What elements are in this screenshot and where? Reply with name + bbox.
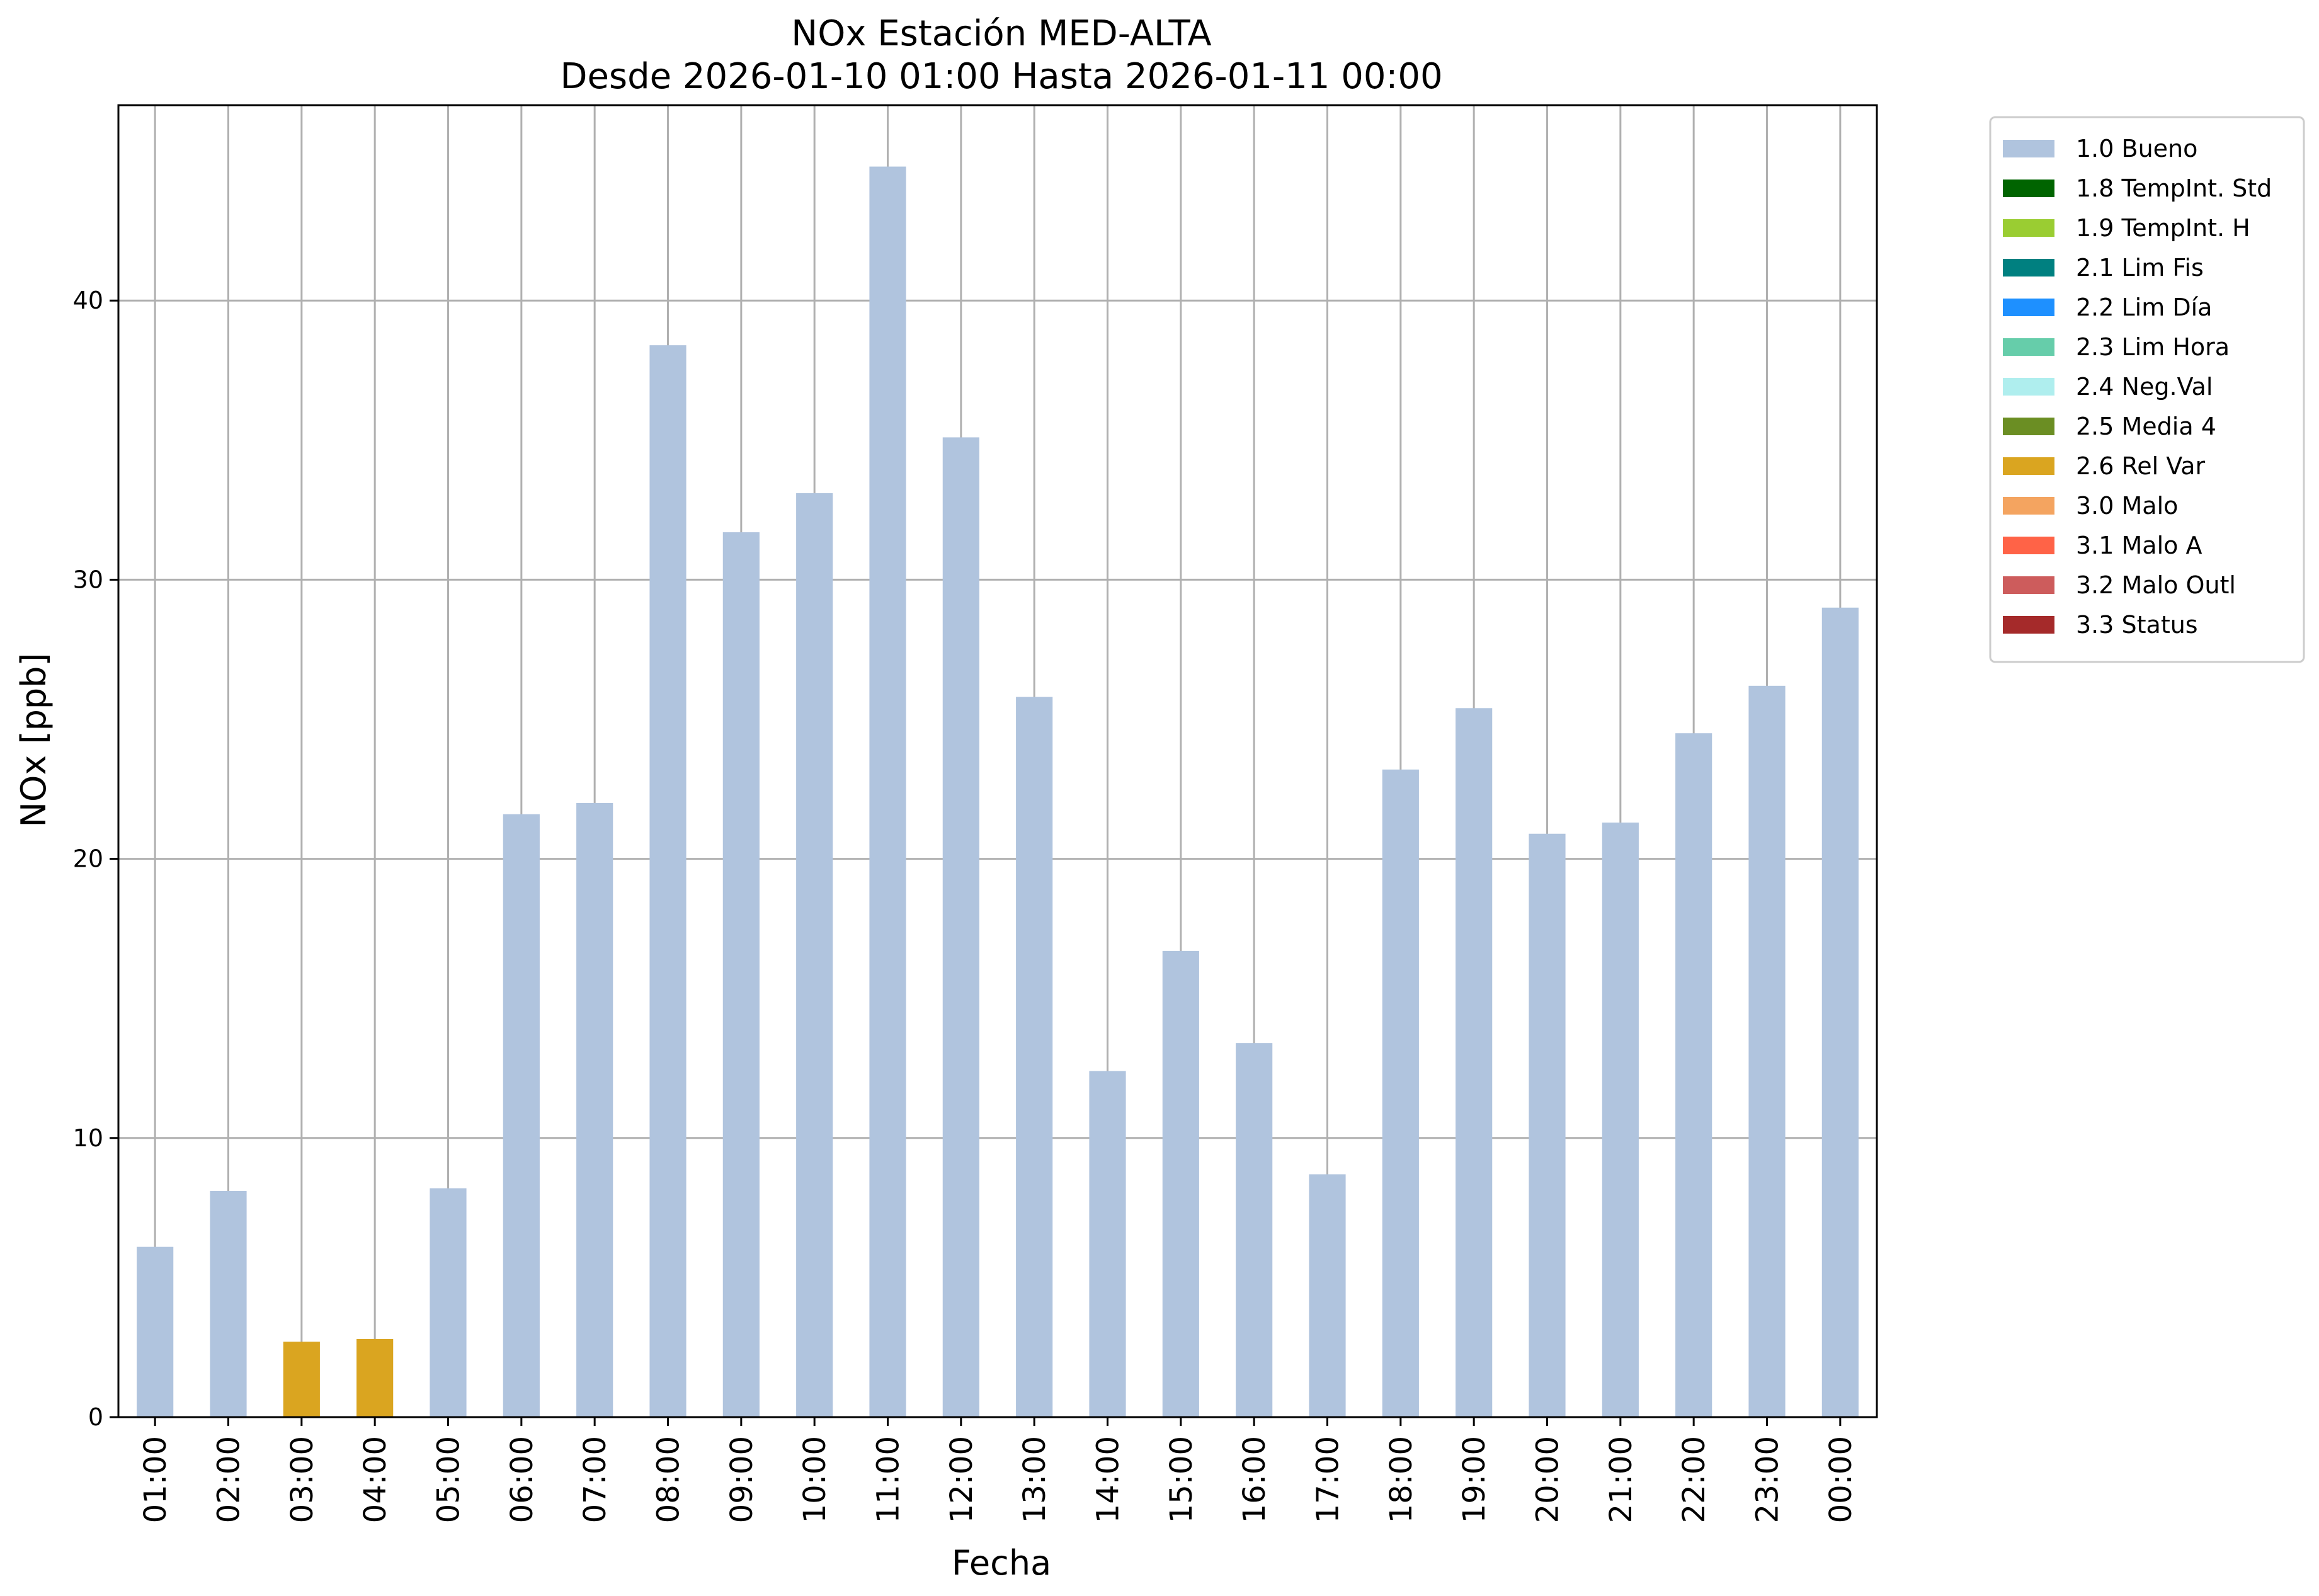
bar-7 (649, 345, 687, 1417)
x-tick-label-14: 15:00 (1164, 1436, 1199, 1523)
legend-swatch-0 (2003, 140, 2054, 157)
bar-11 (942, 437, 979, 1417)
x-tick-label-20: 21:00 (1604, 1436, 1639, 1523)
legend-swatch-5 (2003, 338, 2054, 356)
x-tick-label-2: 03:00 (285, 1436, 320, 1523)
legend-swatch-8 (2003, 457, 2054, 475)
x-tick-label-4: 05:00 (431, 1436, 467, 1523)
bar-20 (1602, 823, 1639, 1417)
bar-0 (137, 1246, 174, 1417)
x-tick-label-8: 09:00 (724, 1436, 760, 1523)
chart-subtitle: Desde 2026-01-10 01:00 Hasta 2026-01-11 … (560, 56, 1442, 97)
legend-label-0: 1.0 Bueno (2076, 135, 2197, 162)
x-ticks: 01:00 02:00 03:00 04:00 05:00 06:00 07:00 08:00… (138, 1417, 1859, 1523)
legend: 1.0 Bueno 1.8 TempInt. Std 1.9 TempInt. H 2… (1989, 116, 2305, 663)
bar-17 (1382, 769, 1419, 1417)
legend-label-4: 2.2 Lim Día (2076, 294, 2212, 321)
legend-swatch-11 (2003, 576, 2054, 594)
x-tick-label-1: 02:00 (212, 1436, 247, 1523)
x-tick-label-11: 12:00 (944, 1436, 979, 1523)
bar-1 (210, 1191, 247, 1417)
x-tick-label-3: 04:00 (358, 1436, 393, 1523)
y-tick-label-1: 10 (73, 1124, 103, 1152)
bar-21 (1675, 733, 1712, 1417)
x-tick-label-19: 20:00 (1530, 1436, 1566, 1523)
bar-18 (1456, 708, 1493, 1417)
bar-13 (1089, 1071, 1126, 1417)
x-tick-label-10: 11:00 (871, 1436, 906, 1523)
legend-label-10: 3.1 Malo A (2076, 532, 2202, 559)
chart-title: NOx Estación MED-ALTA (791, 13, 1211, 54)
legend-label-11: 3.2 Malo Outl (2076, 571, 2236, 599)
x-tick-label-5: 06:00 (504, 1436, 540, 1523)
bar-23 (1821, 607, 1859, 1418)
x-tick-label-13: 14:00 (1091, 1436, 1126, 1523)
x-axis-label: Fecha (952, 1543, 1051, 1583)
legend-swatch-9 (2003, 497, 2054, 515)
x-tick-label-21: 22:00 (1677, 1436, 1712, 1523)
bar-22 (1748, 685, 1786, 1417)
x-tick-label-16: 17:00 (1311, 1436, 1346, 1523)
x-tick-label-7: 08:00 (651, 1436, 687, 1523)
bar-5 (503, 814, 540, 1417)
bar-12 (1016, 697, 1053, 1417)
legend-label-12: 3.3 Status (2076, 611, 2198, 639)
bar-14 (1162, 950, 1199, 1417)
legend-frame (1989, 116, 2305, 663)
x-tick-label-12: 13:00 (1017, 1436, 1052, 1523)
bar-15 (1236, 1043, 1273, 1417)
x-tick-label-0: 01:00 (138, 1436, 173, 1523)
bar-16 (1309, 1174, 1346, 1417)
bar-9 (796, 493, 833, 1418)
legend-swatch-4 (2003, 299, 2054, 316)
legend-swatch-3 (2003, 259, 2054, 276)
legend-swatch-6 (2003, 378, 2054, 396)
x-tick-label-6: 07:00 (578, 1436, 613, 1523)
bar-8 (722, 532, 760, 1417)
axes-layer (117, 104, 1878, 1418)
legend-swatch-10 (2003, 537, 2054, 554)
bar-19 (1529, 833, 1566, 1417)
x-tick-label-18: 19:00 (1457, 1436, 1492, 1523)
legend-swatch-12 (2003, 616, 2054, 634)
plot-frame (117, 104, 1878, 1418)
x-tick-label-23: 00:00 (1823, 1436, 1859, 1523)
y-tick-label-3: 30 (73, 566, 103, 593)
x-tick-label-17: 18:00 (1384, 1436, 1419, 1523)
bar-4 (430, 1188, 467, 1417)
x-tick-label-15: 16:00 (1237, 1436, 1272, 1523)
y-tick-label-2: 20 (73, 845, 103, 873)
legend-label-8: 2.6 Rel Var (2076, 452, 2206, 480)
legend-swatch-7 (2003, 418, 2054, 435)
bar-10 (869, 166, 906, 1417)
legend-label-3: 2.1 Lim Fis (2076, 254, 2204, 282)
bar-6 (576, 802, 613, 1417)
y-tick-label-4: 40 (73, 287, 103, 314)
y-axis-label: NOx [ppb] (14, 653, 54, 828)
legend-swatch-2 (2003, 219, 2054, 237)
x-tick-label-22: 23:00 (1750, 1436, 1786, 1523)
bars-layer (137, 166, 1859, 1418)
legend-label-6: 2.4 Neg.Val (2076, 373, 2213, 401)
bar-2 (283, 1342, 320, 1417)
y-tick-label-0: 0 (88, 1403, 103, 1431)
legend-label-7: 2.5 Media 4 (2076, 413, 2216, 440)
bar-3 (356, 1338, 394, 1417)
legend-label-2: 1.9 TempInt. H (2076, 214, 2250, 242)
legend-label-9: 3.0 Malo (2076, 492, 2178, 520)
y-ticks: 0 10 20 30 40 (73, 287, 118, 1431)
x-tick-label-9: 10:00 (797, 1436, 833, 1523)
legend-label-5: 2.3 Lim Hora (2076, 333, 2230, 361)
legend-swatch-1 (2003, 180, 2054, 197)
legend-label-1: 1.8 TempInt. Std (2076, 174, 2272, 202)
